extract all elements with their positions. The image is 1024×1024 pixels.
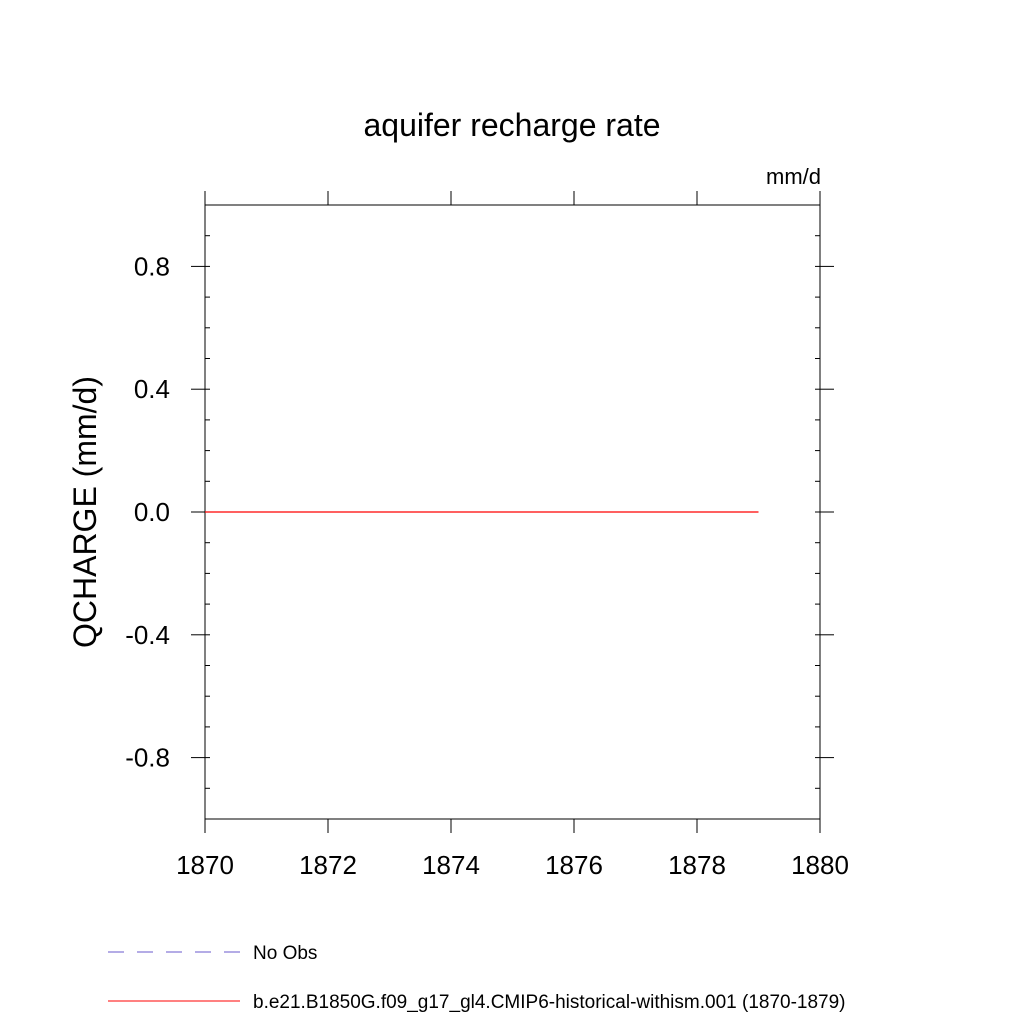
x-tick-label: 1874 <box>422 850 480 880</box>
legend: No Obs b.e21.B1850G.f09_g17_gl4.CMIP6-his… <box>108 943 846 1013</box>
x-tick-label: 1878 <box>668 850 726 880</box>
legend-label: No Obs <box>253 943 317 964</box>
axes: 1870 1872 1874 1876 1878 1880 0.8 0.4 0.0 -0.4 -0.… <box>125 191 849 880</box>
legend-label: b.e21.B1850G.f09_g17_gl4.CMIP6-historica… <box>253 992 846 1013</box>
y-axis-label: QCHARGE (mm/d) <box>67 376 103 648</box>
y-tick-label: 0.8 <box>134 251 170 281</box>
units-label: mm/d <box>766 164 821 189</box>
y-tick-label: 0.0 <box>134 497 170 527</box>
x-tick-label: 1872 <box>299 850 357 880</box>
chart-title: aquifer recharge rate <box>363 107 660 143</box>
x-tick-label: 1876 <box>545 850 603 880</box>
y-tick-label: 0.4 <box>134 374 170 404</box>
x-tick-label: 1880 <box>791 850 849 880</box>
y-tick-label: -0.8 <box>125 743 170 773</box>
y-tick-label: -0.4 <box>125 620 170 650</box>
x-tick-label: 1870 <box>176 850 234 880</box>
